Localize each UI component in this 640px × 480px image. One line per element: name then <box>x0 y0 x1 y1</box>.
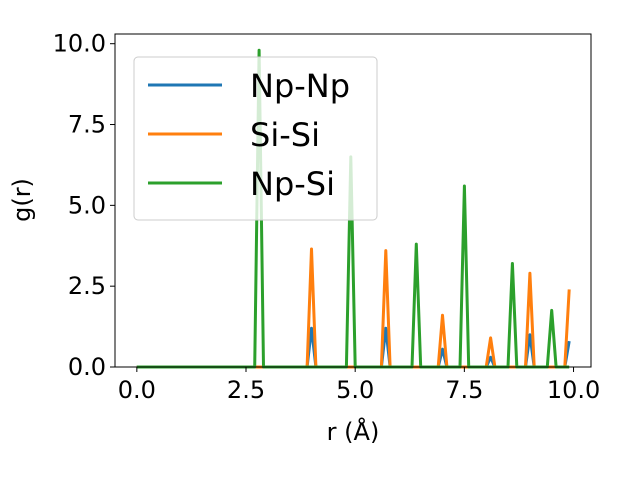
y-tick-label: 10.0 <box>53 30 106 58</box>
y-axis-label: g(r) <box>8 178 36 222</box>
x-tick-label: 2.5 <box>227 376 265 404</box>
x-axis-ticks: 0.0 2.5 5.0 7.5 10.0 <box>118 367 600 404</box>
legend: Np-Np Si-Si Np-Si <box>133 56 378 221</box>
y-axis-ticks: 0.0 2.5 5.0 7.5 10.0 <box>53 30 115 381</box>
y-tick-label: 2.5 <box>68 272 106 300</box>
y-tick-label: 5.0 <box>68 191 106 219</box>
legend-frame <box>133 56 378 221</box>
x-tick-label: 10.0 <box>547 376 600 404</box>
x-axis-label: r (Å) <box>327 417 380 446</box>
x-tick-label: 0.0 <box>118 376 156 404</box>
x-tick-label: 7.5 <box>445 376 483 404</box>
plot-frame <box>114 33 592 368</box>
legend-label-np-si: Np-Si <box>250 165 335 203</box>
y-tick-label: 7.5 <box>68 111 106 139</box>
x-tick-label: 5.0 <box>336 376 374 404</box>
legend-label-np-np: Np-Np <box>250 67 350 105</box>
series-line-si-si <box>136 247 571 369</box>
y-tick-label: 0.0 <box>68 353 106 381</box>
legend-label-si-si: Si-Si <box>250 116 320 154</box>
